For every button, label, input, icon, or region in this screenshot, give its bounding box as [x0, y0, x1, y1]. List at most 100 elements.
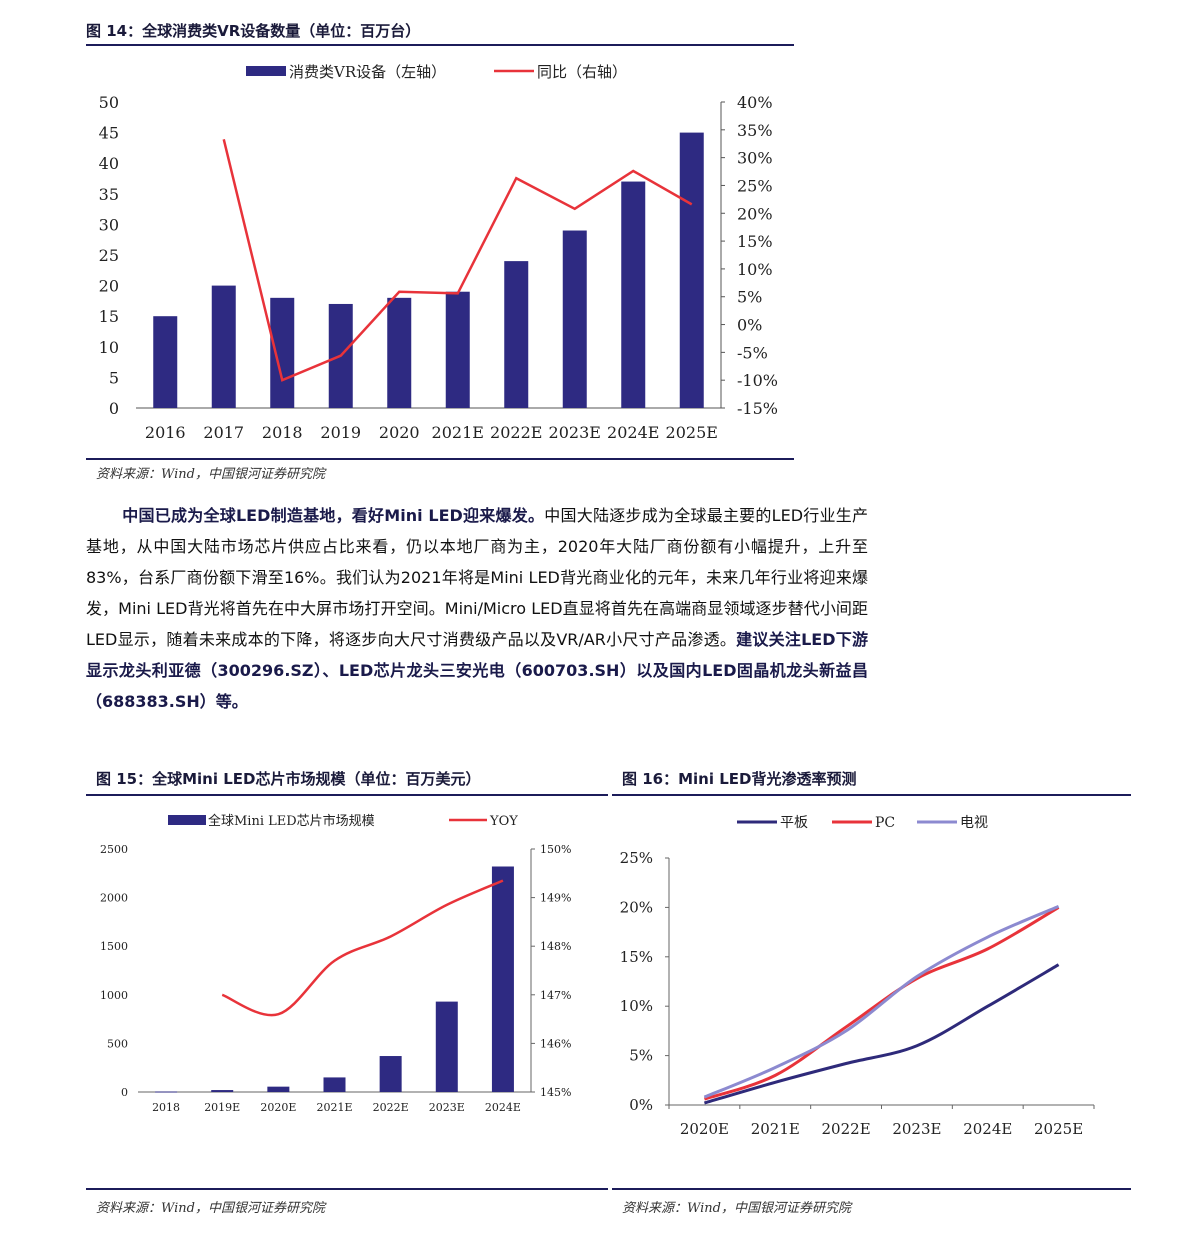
fig14-source: 资料来源：Wind，中国银河证券研究院 — [96, 467, 325, 482]
fig14-x-tick: 2021E — [432, 423, 484, 442]
fig16-y-tick: 20% — [620, 898, 653, 916]
fig16-y-tick: 15% — [620, 948, 653, 966]
fig15-bar — [379, 1056, 402, 1092]
fig14-left-tick: 30 — [99, 215, 119, 234]
fig14-right-tick: 0% — [737, 316, 762, 335]
fig15-right-tick: 147% — [540, 989, 571, 1002]
fig15-legend-bar-label: 全球Mini LED芯片市场规模 — [208, 813, 375, 829]
paragraph-lead: 中国已成为全球LED制造基地，看好Mini LED迎来爆发。 — [122, 506, 545, 525]
fig14-x-tick: 2019 — [320, 423, 361, 442]
fig14-bar — [562, 230, 587, 408]
fig15-right-tick: 149% — [540, 892, 571, 905]
fig14-title: 图 14：全球消费类VR设备数量（单位：百万台） — [86, 22, 421, 40]
fig15-bar — [491, 866, 514, 1092]
fig15-left-tick: 2000 — [100, 892, 128, 905]
fig15-x-tick: 2021E — [316, 1101, 352, 1114]
fig14-bar — [679, 132, 704, 408]
fig14-x-tick: 2024E — [607, 423, 659, 442]
fig14-legend-bar-label: 消费类VR设备（左轴） — [289, 63, 446, 81]
fig14-bottom-rule — [86, 458, 794, 460]
fig16-x-tick: 2024E — [963, 1120, 1012, 1138]
fig16-y-tick: 0% — [629, 1096, 653, 1114]
fig14-bar — [153, 316, 178, 408]
fig14-bar — [445, 291, 470, 408]
body-paragraph: 中国已成为全球LED制造基地，看好Mini LED迎来爆发。中国大陆逐步成为全球… — [86, 500, 868, 717]
fig15-x-tick: 2018 — [152, 1101, 180, 1114]
fig14-yoy-line — [222, 138, 693, 382]
fig15-bottom-rule — [86, 1188, 608, 1190]
fig14-left-tick: 35 — [99, 185, 119, 204]
fig14-x-tick: 2016 — [145, 423, 186, 442]
fig16-x-tick: 2020E — [680, 1120, 729, 1138]
fig14-bar — [270, 297, 295, 408]
fig15-left-tick: 500 — [107, 1037, 128, 1050]
fig15-left-tick: 1500 — [100, 940, 128, 953]
fig14-x-tick: 2025E — [666, 423, 718, 442]
fig16-top-rule — [612, 794, 1131, 796]
fig14-left-tick: 5 — [109, 368, 119, 387]
fig14-right-tick: -15% — [737, 399, 778, 418]
fig16-y-tick: 25% — [620, 849, 653, 867]
fig15-right-tick: 148% — [540, 940, 571, 953]
fig15-right-tick: 150% — [540, 843, 571, 856]
fig14-legend-bar-swatch — [246, 66, 286, 76]
fig14-left-tick: 40 — [99, 154, 119, 173]
fig15-chart: 全球Mini LED芯片市场规模 YOY 0 500 1000 1500 2000 2500 1… — [100, 813, 571, 1114]
fig16-series-line — [703, 906, 1060, 1101]
fig16-chart: 平板 PC 电视 0% 5% 10% 15% 20% 25% 2020E 2021E 2022E 202… — [620, 815, 1095, 1138]
fig14-legend-line-label: 同比（右轴） — [537, 63, 627, 81]
fig14-right-tick: 30% — [737, 149, 773, 168]
fig14-x-tick: 2020 — [379, 423, 420, 442]
fig15-bar — [267, 1086, 290, 1092]
fig14-right-tick: -10% — [737, 371, 778, 390]
fig14-left-tick: 20 — [99, 277, 119, 296]
fig14-right-tick: -5% — [737, 343, 768, 362]
fig14-bar — [504, 261, 529, 408]
fig14-right-tick: 25% — [737, 176, 773, 195]
fig16-y-tick: 5% — [629, 1047, 653, 1065]
fig15-x-tick: 2022E — [373, 1101, 409, 1114]
fig15-right-tick: 146% — [540, 1037, 571, 1050]
fig14-left-tick: 45 — [99, 124, 119, 143]
fig14-bar — [387, 297, 412, 408]
fig15-bar — [435, 1001, 458, 1092]
fig15-x-tick: 2019E — [204, 1101, 240, 1114]
paragraph-tail: 建议关注LED下游显示龙头利亚德（300296.SZ）、LED芯片龙头三安光电（… — [86, 630, 868, 711]
fig14-bar — [621, 181, 646, 408]
fig16-x-tick: 2025E — [1034, 1120, 1083, 1138]
fig15-bar — [155, 1091, 178, 1093]
fig14-left-tick: 15 — [99, 307, 119, 326]
fig15-left-tick: 2500 — [100, 843, 128, 856]
fig16-legend-label: 平板 — [780, 815, 808, 831]
paragraph-body: 中国大陆逐步成为全球最主要的LED行业生产基地，从中国大陆市场芯片供应占比来看，… — [86, 506, 868, 649]
fig14-bar — [211, 285, 236, 408]
fig14-right-tick: 5% — [737, 288, 762, 307]
fig14-right-tick: 20% — [737, 204, 773, 223]
fig16-legend-label: PC — [875, 815, 895, 831]
fig15-x-tick: 2020E — [260, 1101, 296, 1114]
fig16-x-tick: 2022E — [822, 1120, 871, 1138]
fig15-bar — [211, 1090, 234, 1092]
fig14-right-tick: 10% — [737, 260, 773, 279]
fig14-left-tick: 25 — [99, 246, 119, 265]
fig15-source: 资料来源：Wind，中国银河证券研究院 — [96, 1201, 325, 1216]
fig15-legend-bar-swatch — [168, 815, 206, 825]
fig16-x-tick: 2021E — [751, 1120, 800, 1138]
fig14-right-tick: 15% — [737, 232, 773, 251]
fig16-x-tick: 2023E — [892, 1120, 941, 1138]
fig14-top-rule — [86, 44, 794, 46]
fig14-right-tick: 40% — [737, 93, 773, 112]
fig14-x-tick: 2023E — [549, 423, 601, 442]
fig15-top-rule — [86, 794, 608, 796]
fig14-x-tick: 2018 — [262, 423, 303, 442]
fig15-title: 图 15：全球Mini LED芯片市场规模（单位：百万美元） — [96, 770, 481, 788]
fig16-title: 图 16：Mini LED背光渗透率预测 — [622, 770, 857, 788]
fig14-left-tick: 10 — [99, 338, 119, 357]
fig16-series-line — [703, 905, 1060, 1099]
fig16-series-line — [703, 963, 1060, 1105]
fig15-bar — [323, 1077, 346, 1092]
fig15-x-tick: 2024E — [485, 1101, 521, 1114]
fig14-right-tick: 35% — [737, 121, 773, 140]
fig14-x-tick: 2022E — [490, 423, 542, 442]
fig14-left-tick: 0 — [109, 399, 119, 418]
